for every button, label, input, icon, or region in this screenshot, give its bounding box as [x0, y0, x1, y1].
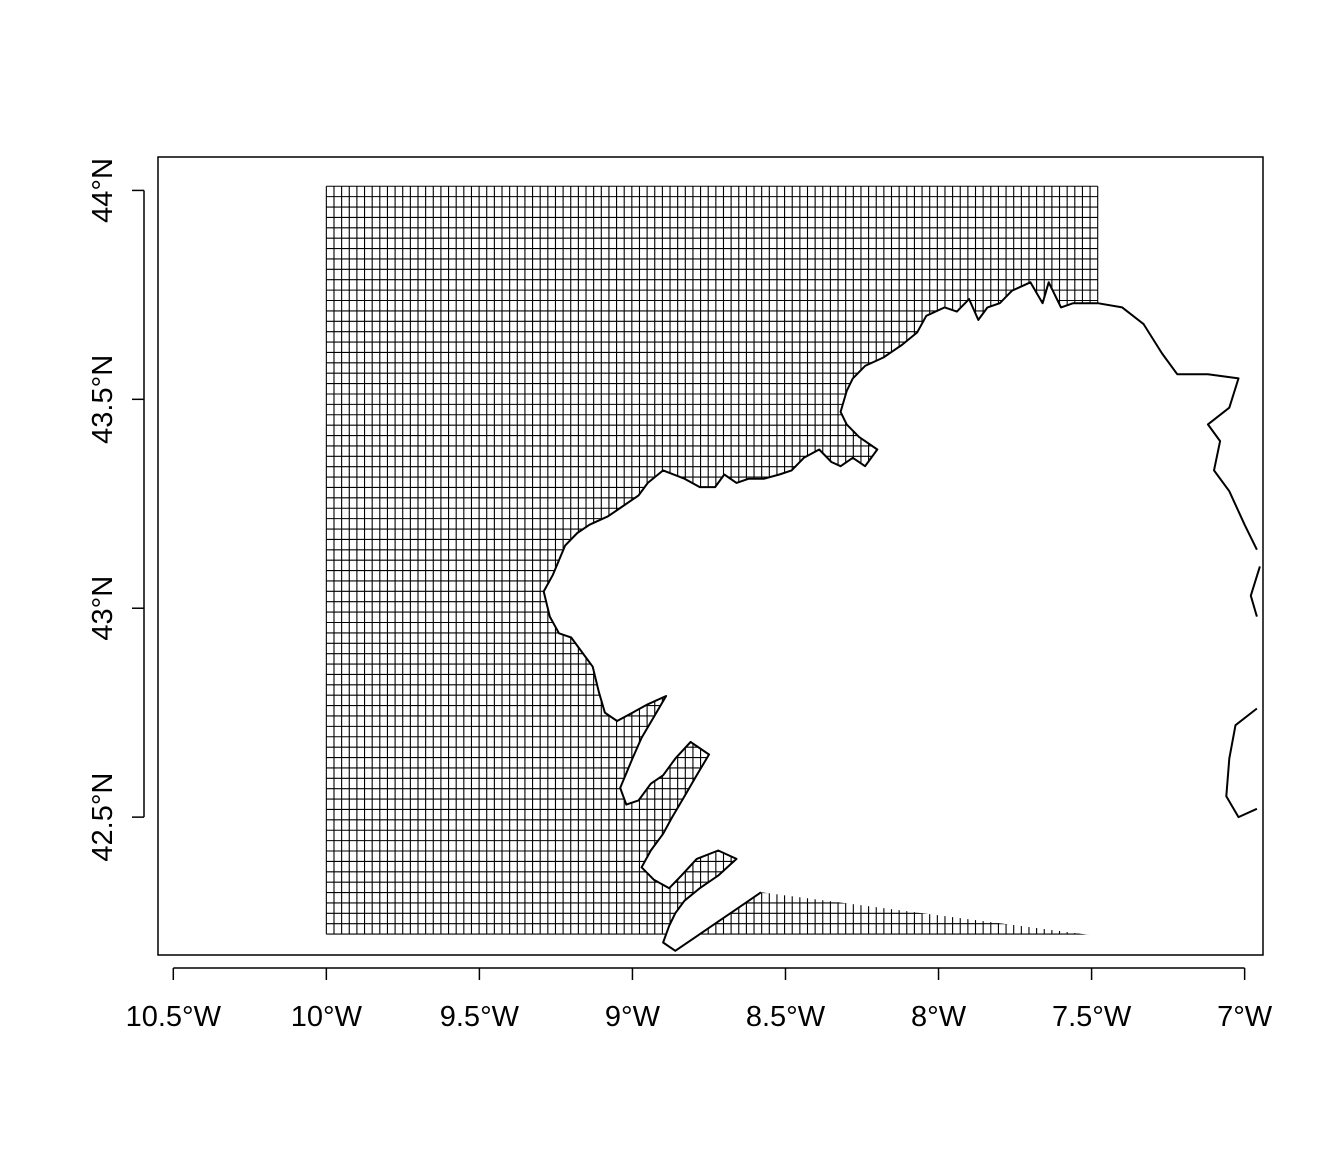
coastline [542, 281, 1261, 952]
survey-grid [325, 185, 1268, 960]
y-tick-label: 43°N [87, 576, 119, 641]
coastline-island-east [1249, 566, 1261, 617]
x-tick-label: 9.5°W [440, 1001, 520, 1033]
coastline-east [1097, 302, 1258, 551]
x-axis: 10.5°W 10°W 9.5°W 9°W 8.5°W 8°W 7.5°W 7°W [126, 967, 1273, 1033]
y-tick-label: 42.5°N [87, 773, 119, 862]
plot-frame [157, 156, 1264, 956]
x-tick-label: 8°W [911, 1001, 967, 1033]
x-tick-label: 10.5°W [126, 1001, 222, 1033]
land-mask [543, 282, 1268, 960]
y-tick-label: 43.5°N [87, 355, 119, 444]
x-tick-label: 8.5°W [746, 1001, 826, 1033]
x-tick-label: 10°W [291, 1001, 363, 1033]
x-tick-label: 7°W [1217, 1001, 1273, 1033]
x-tick-label: 9°W [605, 1001, 661, 1033]
coastline-island-south [1225, 707, 1258, 819]
x-tick-label: 7.5°W [1052, 1001, 1132, 1033]
coastline-west [542, 281, 1098, 952]
y-axis: 42.5°N 43°N 43.5°N 44°N [87, 158, 145, 862]
y-tick-label: 44°N [87, 158, 119, 223]
